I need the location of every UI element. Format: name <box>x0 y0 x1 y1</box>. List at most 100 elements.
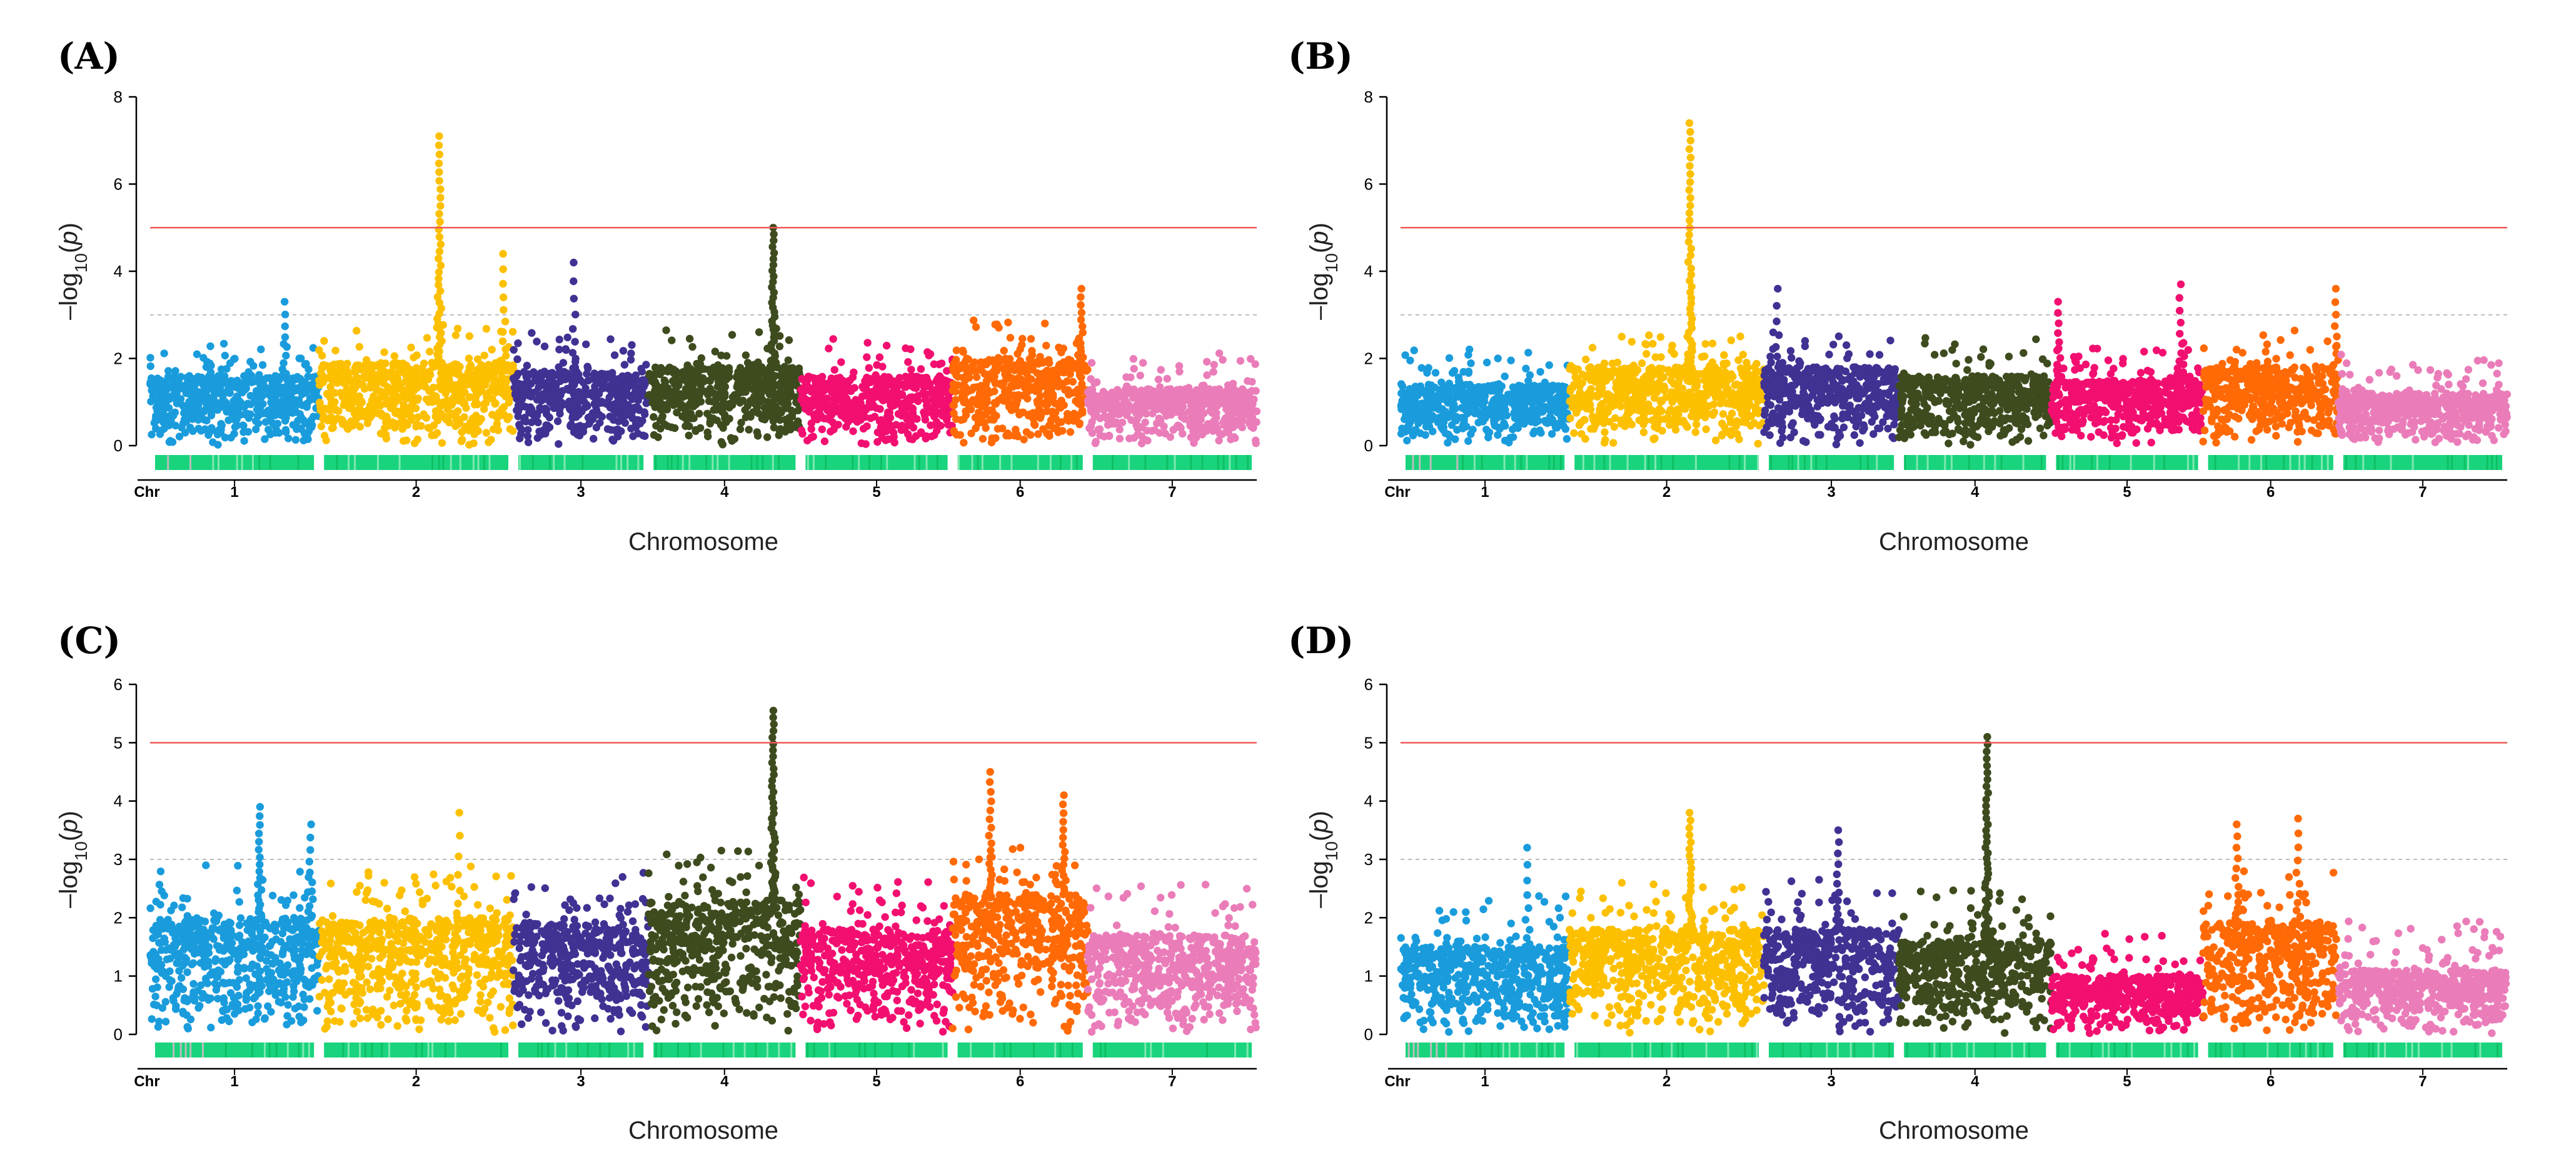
snp-point <box>1520 401 1528 409</box>
snp-point <box>148 386 156 394</box>
density-stripe <box>472 455 475 470</box>
snp-point <box>541 404 550 412</box>
density-stripe <box>581 455 584 470</box>
snp-point <box>328 376 336 384</box>
snp-point <box>798 429 807 438</box>
snp-point <box>284 434 293 442</box>
snp-point <box>1075 420 1084 429</box>
snp-point <box>488 346 496 354</box>
snp-point <box>1562 435 1571 443</box>
snp-point <box>1749 375 1758 383</box>
snp-point <box>766 376 774 384</box>
density-bar-chr-6 <box>957 455 1083 470</box>
snp-point <box>640 408 648 416</box>
snp-point <box>273 402 281 410</box>
snp-point <box>569 397 577 405</box>
snp-point <box>782 401 790 409</box>
snp-point <box>556 409 564 418</box>
snp-point <box>1727 374 1735 382</box>
snp-point <box>841 414 850 422</box>
snp-point <box>827 428 835 436</box>
snp-point-peak <box>435 132 443 140</box>
snp-point <box>445 378 453 386</box>
snp-point <box>509 427 517 435</box>
snp-point <box>705 389 713 398</box>
snp-point <box>200 416 208 424</box>
snp-point <box>1167 388 1175 396</box>
snp-point <box>161 393 169 401</box>
snp-point <box>1198 426 1207 434</box>
snp-point <box>410 353 418 362</box>
snp-point <box>540 342 549 351</box>
snp-point <box>1410 346 1418 354</box>
snp-point <box>240 437 248 445</box>
snp-point <box>482 429 490 437</box>
snp-point <box>458 436 466 444</box>
snp-point <box>309 344 318 352</box>
snp-point <box>433 396 441 404</box>
snp-point <box>1638 359 1646 368</box>
snp-point <box>790 366 798 375</box>
y-tick-label: 2 <box>1364 349 1373 368</box>
snp-point <box>152 403 161 412</box>
snp-point <box>590 434 598 443</box>
snp-point <box>399 387 407 395</box>
snp-point <box>322 436 330 444</box>
snp-point <box>227 434 235 442</box>
snp-point <box>927 432 936 441</box>
snp-point <box>863 339 872 347</box>
snp-point <box>317 422 325 431</box>
snp-point <box>279 383 288 392</box>
snp-point <box>1514 406 1522 414</box>
snp-point <box>958 346 967 354</box>
snp-point <box>340 401 348 409</box>
snp-point <box>433 413 442 421</box>
snp-point <box>488 383 497 391</box>
snp-point <box>194 391 203 399</box>
snp-point <box>1091 439 1100 448</box>
snp-point-peak <box>570 294 578 302</box>
snp-point <box>1032 411 1040 419</box>
snp-point <box>226 359 234 368</box>
snp-point-peak <box>436 261 445 269</box>
snp-point <box>182 380 191 389</box>
snp-point <box>1215 399 1224 407</box>
snp-point <box>343 359 351 368</box>
snp-point <box>785 384 793 392</box>
snp-point <box>329 424 337 432</box>
snp-point <box>182 418 191 426</box>
snp-point <box>815 375 823 383</box>
density-stripe <box>1128 455 1130 470</box>
snp-point-peak <box>435 274 443 282</box>
snp-point <box>1010 366 1019 374</box>
snp-point-peak <box>1077 309 1086 317</box>
snp-point <box>988 406 996 414</box>
snp-point <box>1238 423 1247 432</box>
snp-point <box>465 332 473 340</box>
snp-point <box>1609 439 1618 447</box>
snp-point <box>392 361 400 369</box>
snp-point <box>525 408 533 417</box>
density-stripe <box>1010 455 1013 470</box>
snp-point <box>692 426 700 434</box>
snp-point <box>1100 412 1109 420</box>
x-tick-label: 7 <box>1168 484 1176 501</box>
snp-point <box>584 376 593 385</box>
snp-point <box>912 384 920 392</box>
snp-point <box>1041 319 1049 328</box>
snp-point <box>878 362 887 371</box>
density-stripe <box>519 455 521 470</box>
density-stripe <box>886 455 888 470</box>
x-tick-label: 2 <box>412 484 420 501</box>
snp-point <box>879 395 887 403</box>
snp-point <box>628 391 636 399</box>
snp-point <box>1245 419 1254 428</box>
snp-point <box>391 422 399 431</box>
snp-point <box>1139 359 1147 367</box>
snp-point <box>668 367 677 375</box>
snp-point <box>1485 382 1494 391</box>
snp-point <box>1453 426 1461 434</box>
y-tick-label: 4 <box>114 262 123 281</box>
snp-point-peak <box>1077 293 1085 301</box>
snp-point <box>1153 419 1161 428</box>
